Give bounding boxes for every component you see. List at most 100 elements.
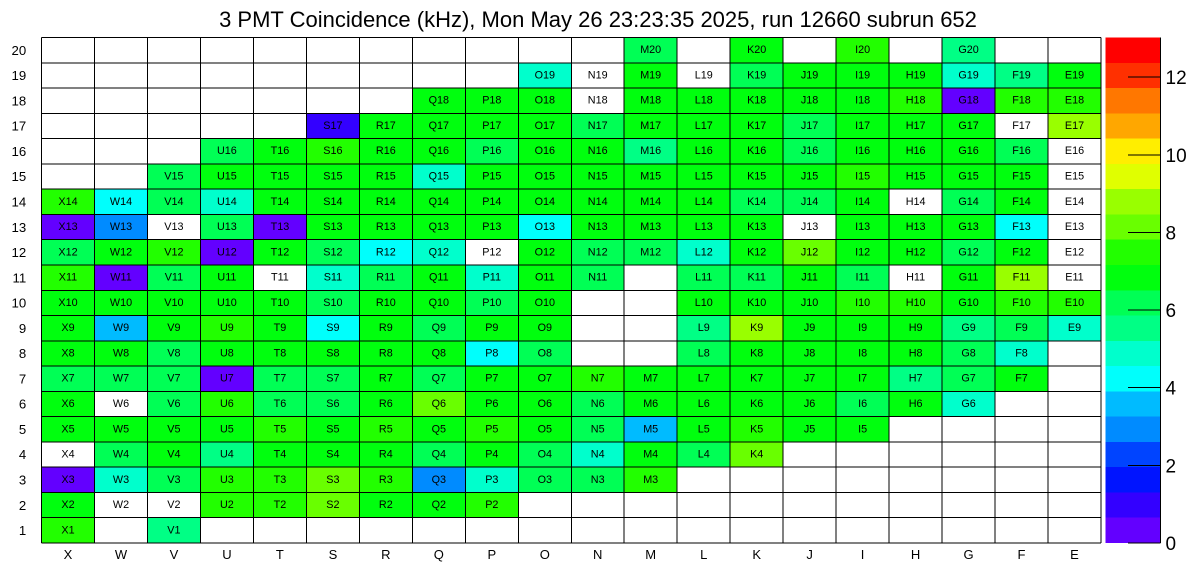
svg-text:J7: J7 — [804, 373, 815, 385]
svg-text:I11: I11 — [855, 272, 869, 284]
svg-text:M12: M12 — [640, 246, 661, 258]
svg-text:T: T — [276, 547, 284, 562]
svg-text:Q8: Q8 — [432, 347, 446, 359]
svg-text:F18: F18 — [1012, 95, 1031, 107]
svg-text:G19: G19 — [958, 69, 978, 81]
svg-text:T3: T3 — [274, 474, 287, 486]
svg-text:M6: M6 — [643, 398, 658, 410]
svg-text:L4: L4 — [698, 449, 710, 461]
svg-text:T8: T8 — [274, 347, 287, 359]
svg-text:F10: F10 — [1012, 297, 1031, 309]
svg-text:P10: P10 — [482, 297, 501, 309]
svg-text:18: 18 — [12, 93, 27, 108]
svg-text:V6: V6 — [167, 398, 180, 410]
svg-text:L: L — [700, 547, 707, 562]
svg-text:O7: O7 — [538, 373, 552, 385]
svg-text:Q17: Q17 — [429, 120, 449, 132]
svg-text:R: R — [381, 547, 390, 562]
svg-text:F13: F13 — [1012, 221, 1031, 233]
svg-text:V13: V13 — [164, 221, 183, 233]
svg-text:T10: T10 — [271, 297, 290, 309]
svg-text:Q10: Q10 — [429, 297, 449, 309]
svg-text:T12: T12 — [271, 246, 290, 258]
svg-text:T11: T11 — [271, 272, 289, 284]
svg-text:W4: W4 — [113, 449, 129, 461]
svg-text:6: 6 — [1166, 301, 1177, 322]
svg-text:G: G — [964, 547, 974, 562]
svg-text:W14: W14 — [110, 196, 132, 208]
svg-text:R10: R10 — [376, 297, 396, 309]
svg-text:N6: N6 — [591, 398, 605, 410]
svg-text:O19: O19 — [535, 69, 555, 81]
svg-text:I18: I18 — [855, 95, 870, 107]
svg-text:W6: W6 — [113, 398, 129, 410]
svg-text:P6: P6 — [485, 398, 498, 410]
svg-text:T5: T5 — [274, 423, 287, 435]
svg-text:R15: R15 — [376, 171, 396, 183]
svg-text:M14: M14 — [640, 196, 661, 208]
svg-text:V15: V15 — [164, 171, 183, 183]
svg-text:E11: E11 — [1065, 272, 1083, 284]
svg-text:H18: H18 — [906, 95, 926, 107]
svg-text:20: 20 — [12, 43, 27, 58]
svg-text:F8: F8 — [1015, 347, 1028, 359]
svg-text:F: F — [1018, 547, 1026, 562]
svg-text:N19: N19 — [588, 69, 608, 81]
svg-text:U16: U16 — [217, 145, 237, 157]
svg-text:W5: W5 — [113, 423, 129, 435]
svg-text:H19: H19 — [906, 69, 926, 81]
svg-text:S10: S10 — [323, 297, 342, 309]
svg-text:K11: K11 — [747, 272, 765, 284]
svg-text:P15: P15 — [482, 171, 501, 183]
svg-text:Q2: Q2 — [432, 499, 446, 511]
svg-text:O12: O12 — [535, 246, 555, 258]
svg-text:19: 19 — [12, 68, 27, 83]
svg-text:R6: R6 — [379, 398, 393, 410]
svg-text:W13: W13 — [110, 221, 132, 233]
svg-text:W11: W11 — [110, 272, 131, 284]
svg-text:O8: O8 — [538, 347, 552, 359]
svg-text:E: E — [1070, 547, 1079, 562]
svg-text:V11: V11 — [165, 272, 183, 284]
svg-text:R2: R2 — [379, 499, 393, 511]
svg-text:L6: L6 — [698, 398, 710, 410]
svg-text:T13: T13 — [271, 221, 290, 233]
svg-text:Q11: Q11 — [429, 272, 449, 284]
svg-text:V2: V2 — [167, 499, 180, 511]
svg-text:N11: N11 — [588, 272, 607, 284]
svg-text:G18: G18 — [958, 95, 978, 107]
svg-text:U12: U12 — [217, 246, 237, 258]
svg-text:L5: L5 — [698, 423, 710, 435]
svg-text:0: 0 — [1166, 534, 1177, 555]
svg-text:M17: M17 — [640, 120, 661, 132]
svg-text:G6: G6 — [961, 398, 975, 410]
svg-text:P4: P4 — [485, 449, 498, 461]
svg-text:R8: R8 — [379, 347, 393, 359]
svg-text:I14: I14 — [855, 196, 870, 208]
svg-text:H7: H7 — [909, 373, 923, 385]
svg-text:4: 4 — [1166, 379, 1177, 400]
svg-text:I9: I9 — [858, 322, 867, 334]
svg-text:U4: U4 — [220, 449, 234, 461]
svg-text:7: 7 — [19, 371, 26, 386]
svg-text:P13: P13 — [482, 221, 501, 233]
svg-text:F17: F17 — [1012, 120, 1031, 132]
svg-text:X4: X4 — [61, 449, 74, 461]
svg-text:R14: R14 — [376, 196, 396, 208]
svg-text:V8: V8 — [167, 347, 180, 359]
svg-text:T16: T16 — [271, 145, 290, 157]
svg-text:M19: M19 — [640, 69, 661, 81]
svg-text:8: 8 — [1166, 223, 1177, 244]
svg-text:15: 15 — [12, 169, 27, 184]
svg-text:E17: E17 — [1065, 120, 1084, 132]
svg-text:T15: T15 — [271, 171, 290, 183]
svg-text:X7: X7 — [61, 373, 74, 385]
svg-text:K15: K15 — [747, 171, 766, 183]
svg-text:R16: R16 — [376, 145, 396, 157]
svg-text:U6: U6 — [220, 398, 234, 410]
svg-text:9: 9 — [19, 321, 26, 336]
svg-text:S17: S17 — [323, 120, 342, 132]
svg-text:U13: U13 — [217, 221, 237, 233]
svg-text:J18: J18 — [801, 95, 818, 107]
svg-text:Q6: Q6 — [432, 398, 446, 410]
